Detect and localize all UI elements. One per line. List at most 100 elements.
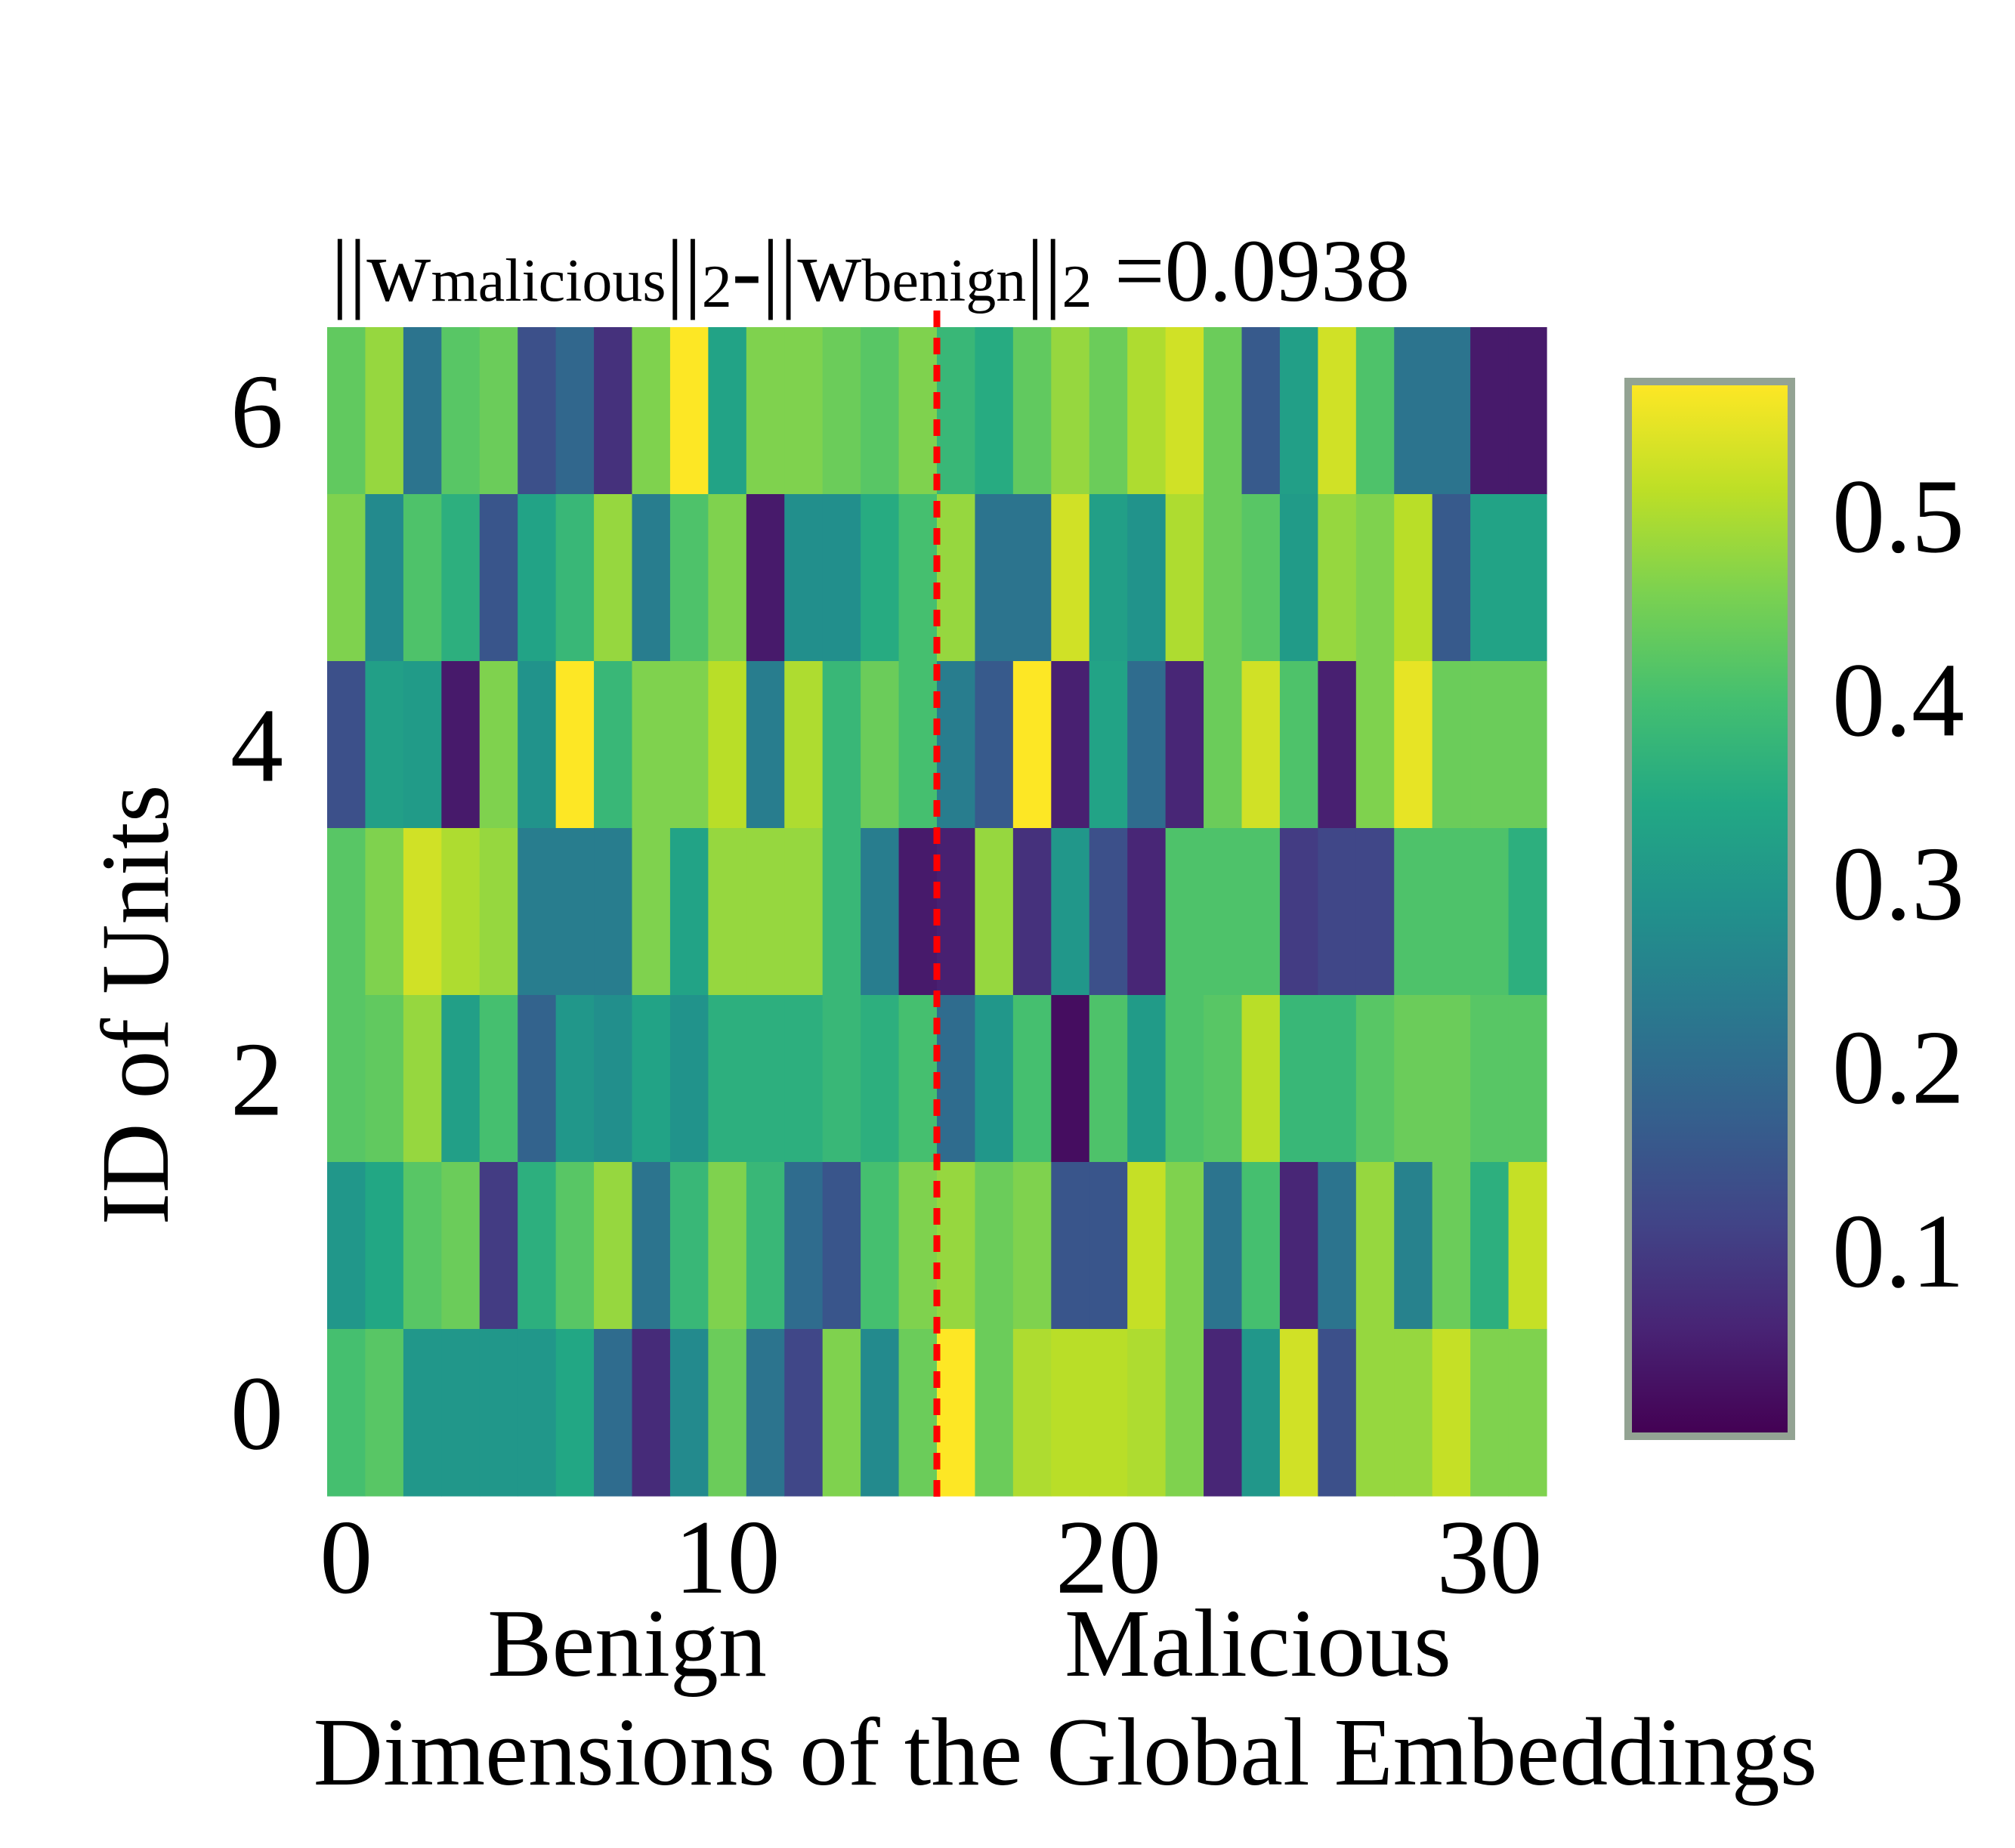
- x-tick-label: 10: [675, 1499, 780, 1616]
- heatmap-cell-u1-d8: [632, 1162, 671, 1330]
- heatmap-cell-u4-d10: [708, 661, 747, 829]
- x-axis-label: Dimensions of the Global Embeddings: [314, 1698, 1818, 1806]
- heatmap-cell-u4-d16: [937, 661, 976, 829]
- heatmap-cell-u6-d12: [784, 327, 824, 495]
- heatmap-cell-u4-d12: [784, 661, 824, 829]
- heatmap-cell-u4-d21: [1127, 661, 1167, 829]
- heatmap-cell-u3-d19: [1051, 828, 1090, 996]
- colorbar-tick-label: 0.4: [1832, 641, 1964, 759]
- heatmap-cell-u0-d30: [1470, 1329, 1510, 1497]
- colorbar: [1632, 385, 1788, 1432]
- heatmap-cell-u1-d13: [822, 1162, 861, 1330]
- heatmap-cell-u4-d11: [746, 661, 785, 829]
- heatmap-cell-u3-d2: [403, 828, 442, 996]
- heatmap-cell-u2-d25: [1279, 995, 1318, 1163]
- heatmap-cell-u6-d30: [1470, 327, 1510, 495]
- heatmap-cell-u2-d27: [1355, 995, 1395, 1163]
- heatmap-cell-u0-d21: [1127, 1329, 1167, 1497]
- heatmap-cell-u4-d2: [403, 661, 442, 829]
- heatmap-cell-u6-d7: [594, 327, 633, 495]
- heatmap-cell-u5-d25: [1279, 494, 1318, 662]
- heatmap-cell-u1-d2: [403, 1162, 442, 1330]
- heatmap-cell-u2-d17: [975, 995, 1014, 1163]
- heatmap-cell-u5-d31: [1508, 494, 1547, 662]
- heatmap-cell-u5-d17: [975, 494, 1014, 662]
- heatmap-cell-u5-d12: [784, 494, 824, 662]
- heatmap-cell-u1-d19: [1051, 1162, 1090, 1330]
- heatmap-cell-u6-d15: [898, 327, 938, 495]
- heatmap-cell-u0-d9: [669, 1329, 709, 1497]
- heatmap-cell-u4-d8: [632, 661, 671, 829]
- heatmap-cell-u3-d14: [861, 828, 900, 996]
- heatmap-cell-u6-d23: [1204, 327, 1243, 495]
- heatmap-cell-u1-d30: [1470, 1162, 1510, 1330]
- heatmap-cell-u1-d21: [1127, 1162, 1167, 1330]
- heatmap-cell-u1-d12: [784, 1162, 824, 1330]
- heatmap-cell-u2-d14: [861, 995, 900, 1163]
- heatmap-cell-u3-d26: [1318, 828, 1357, 996]
- heatmap-cell-u6-d16: [937, 327, 976, 495]
- y-axis-ticks: 0 2 4 6: [230, 354, 283, 1473]
- heatmap-cell-u5-d15: [898, 494, 938, 662]
- x-tick-label: 20: [1055, 1499, 1161, 1616]
- heatmap-cell-u5-d11: [746, 494, 785, 662]
- heatmap-cell-u0-d1: [365, 1329, 404, 1497]
- colorbar-tick-label: 0.2: [1832, 1009, 1964, 1126]
- heatmap-cell-u3-d17: [975, 828, 1014, 996]
- heatmap-cell-u1-d27: [1355, 1162, 1395, 1330]
- heatmap-cell-u6-d2: [403, 327, 442, 495]
- heatmap-cell-u6-d9: [669, 327, 709, 495]
- heatmap-cell-u6-d26: [1318, 327, 1357, 495]
- heatmap-cell-u3-d8: [632, 828, 671, 996]
- heatmap-cell-u4-d23: [1204, 661, 1243, 829]
- heatmap-cell-u2-d6: [555, 995, 595, 1163]
- x-tick-label: 0: [320, 1499, 372, 1616]
- heatmap-cell-u3-d27: [1355, 828, 1395, 996]
- heatmap-cell-u6-d1: [365, 327, 404, 495]
- y-axis-label: ID of Units: [82, 784, 189, 1225]
- y-tick-label: 0: [230, 1355, 283, 1473]
- heatmap-cell-u0-d12: [784, 1329, 824, 1497]
- heatmap-cell-u3-d7: [594, 828, 633, 996]
- heatmap-cell-u6-d28: [1394, 327, 1433, 495]
- heatmap-cell-u3-d18: [1012, 828, 1052, 996]
- heatmap-cell-u5-d28: [1394, 494, 1433, 662]
- heatmap-cell-u5-d29: [1432, 494, 1471, 662]
- heatmap-cell-u1-d1: [365, 1162, 404, 1330]
- heatmap-cell-u4-d5: [518, 661, 557, 829]
- heatmap-cell-u3-d25: [1279, 828, 1318, 996]
- title-part-l2-subscript-2: 2: [1062, 254, 1092, 320]
- heatmap-cell-u1-d24: [1241, 1162, 1281, 1330]
- heatmap-cell-u6-d11: [746, 327, 785, 495]
- heatmap-cell-u6-d21: [1127, 327, 1167, 495]
- heatmap-cell-u5-d9: [669, 494, 709, 662]
- heatmap-cell-u6-d13: [822, 327, 861, 495]
- heatmap-cell-u5-d4: [479, 494, 518, 662]
- x-tick-label: 30: [1436, 1499, 1542, 1616]
- title-part-norm-close: ||: [666, 221, 702, 320]
- colorbar-tick-label: 0.5: [1832, 458, 1964, 575]
- heatmap-cell-u0-d18: [1012, 1329, 1052, 1497]
- heatmap-cell-u5-d2: [403, 494, 442, 662]
- heatmap-cell-u4-d29: [1432, 661, 1471, 829]
- heatmap-cell-u5-d19: [1051, 494, 1090, 662]
- title-part-value: =0.0938: [1092, 221, 1411, 320]
- heatmap-cell-u0-d2: [403, 1329, 442, 1497]
- heatmap-cells: [327, 327, 1547, 1497]
- heatmap-cell-u0-d13: [822, 1329, 861, 1497]
- heatmap-cell-u3-d23: [1204, 828, 1243, 996]
- heatmap-cell-u3-d4: [479, 828, 518, 996]
- heatmap-cell-u1-d11: [746, 1162, 785, 1330]
- heatmap-cell-u2-d26: [1318, 995, 1357, 1163]
- heatmap-cell-u0-d6: [555, 1329, 595, 1497]
- heatmap-cell-u6-d10: [708, 327, 747, 495]
- heatmap-cell-u3-d30: [1470, 828, 1510, 996]
- heatmap-cell-u2-d5: [518, 995, 557, 1163]
- heatmap-cell-u0-d3: [441, 1329, 481, 1497]
- heatmap-cell-u4-d25: [1279, 661, 1318, 829]
- heatmap-cell-u2-d0: [327, 995, 366, 1163]
- heatmap-cell-u1-d18: [1012, 1162, 1052, 1330]
- colorbar-ticks: 0.1 0.2 0.3 0.4 0.5: [1832, 458, 1964, 1310]
- heatmap-cell-u1-d3: [441, 1162, 481, 1330]
